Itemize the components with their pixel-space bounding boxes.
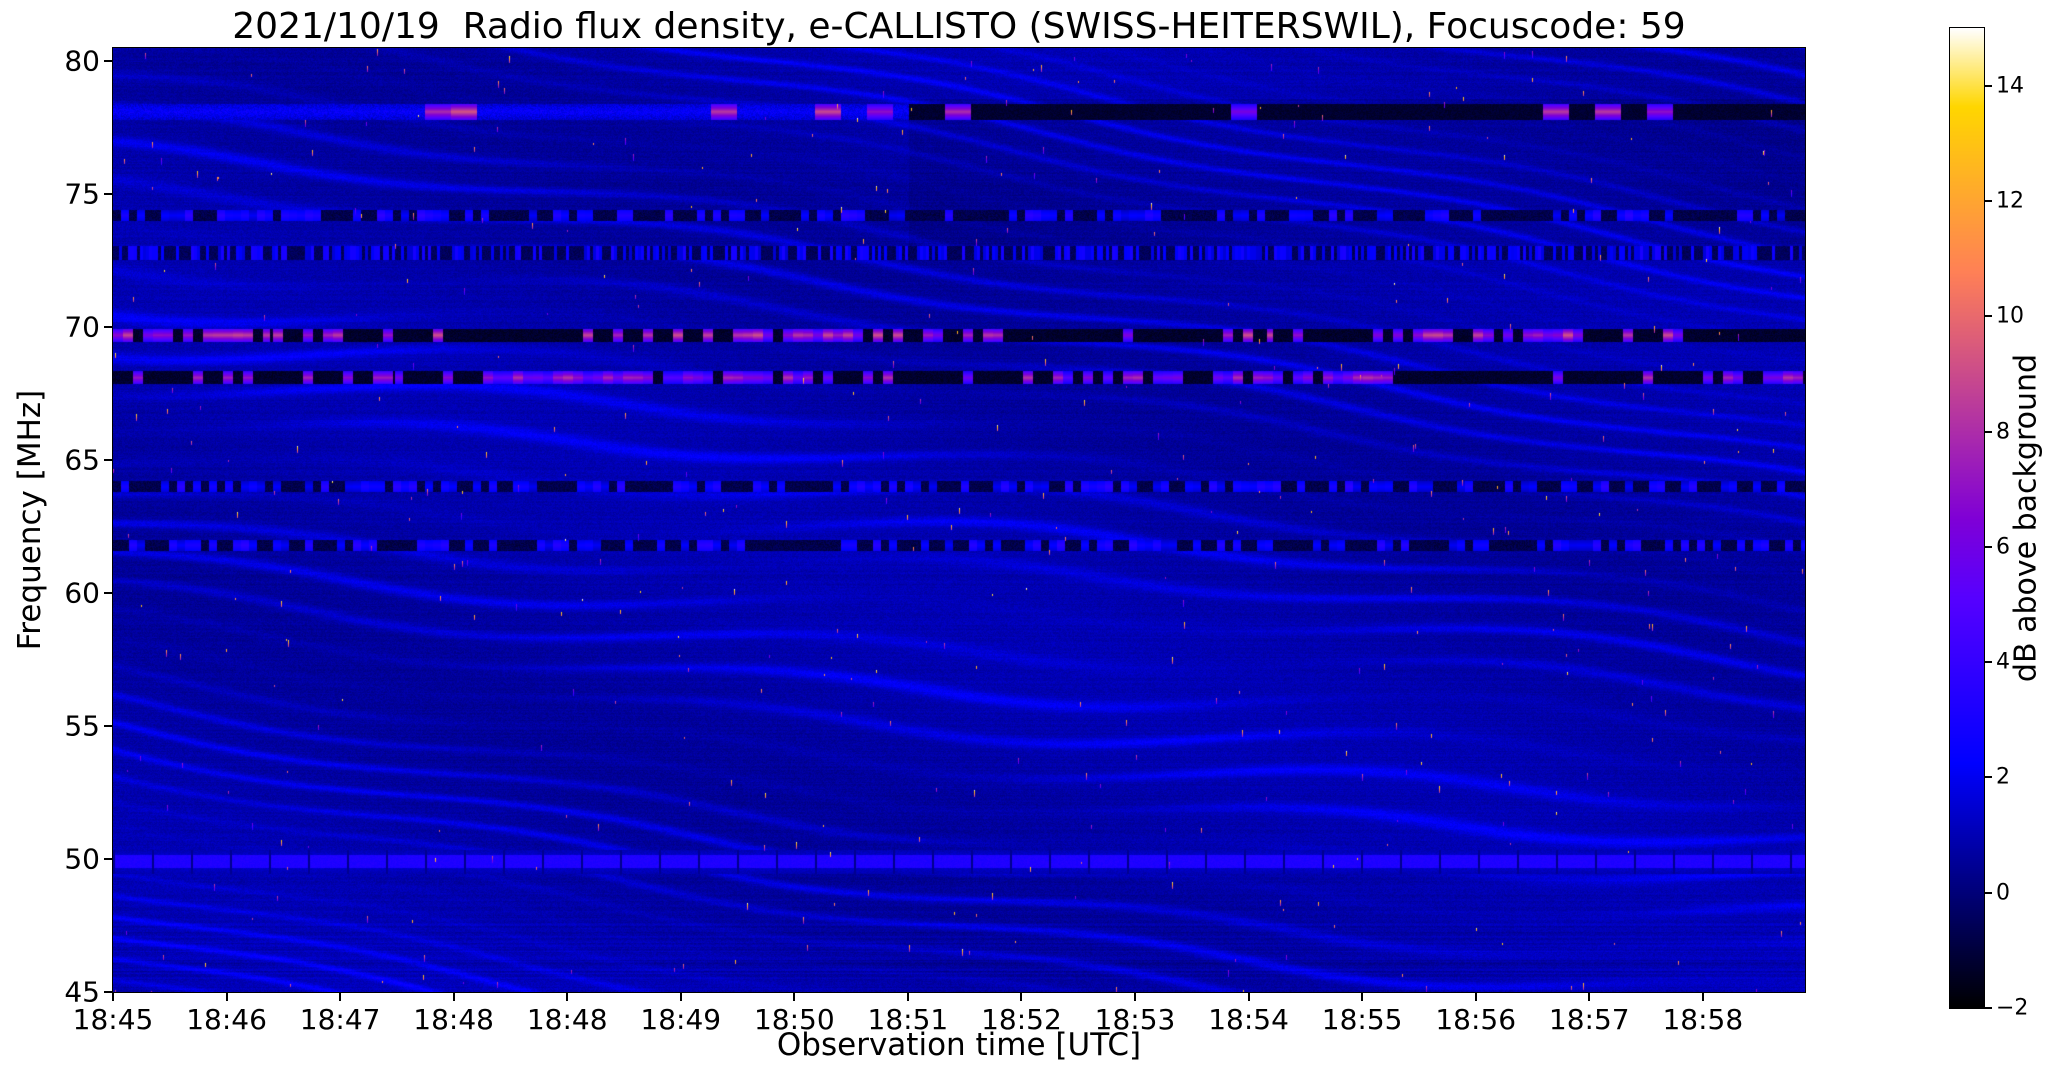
colorbar-tick-label: 2 (1996, 764, 2010, 790)
x-tick-mark (1361, 992, 1364, 1001)
x-tick-label: 18:48 (526, 1003, 608, 1036)
x-tick-label: 18:55 (1321, 1003, 1403, 1036)
colorbar-tick-label: 8 (1996, 419, 2010, 445)
colorbar-tick-mark (1984, 199, 1992, 202)
y-tick-label: 60 (64, 576, 100, 610)
y-tick-label: 80 (64, 44, 100, 78)
colorbar-tick-label: 4 (1996, 649, 2010, 675)
y-tick-mark (104, 858, 113, 861)
x-tick-mark (112, 992, 114, 1001)
x-tick-label: 18:49 (640, 1003, 722, 1036)
colorbar-tick-mark (1984, 776, 1992, 779)
colorbar (1950, 28, 1984, 1008)
y-tick-label: 45 (64, 975, 100, 1009)
colorbar-tick-label: −2 (1996, 995, 2029, 1021)
x-tick-label: 18:48 (413, 1003, 495, 1036)
x-tick-mark (906, 992, 909, 1001)
y-axis-label: Frequency [MHz] (12, 389, 48, 651)
spectrogram-canvas (113, 48, 1805, 992)
x-tick-label: 18:56 (1435, 1003, 1517, 1036)
x-tick-label: 18:52 (981, 1003, 1062, 1036)
x-tick-mark (1247, 992, 1250, 1001)
y-tick-label: 75 (64, 177, 100, 211)
colorbar-tick-label: 10 (1996, 303, 2024, 329)
y-tick-label: 55 (64, 709, 100, 743)
x-tick-mark (1134, 992, 1136, 1001)
x-tick-mark (1588, 992, 1591, 1001)
x-axis-label: Observation time [UTC] (776, 1027, 1142, 1063)
x-tick-label: 18:50 (753, 1003, 835, 1036)
x-tick-mark (339, 992, 342, 1001)
x-tick-mark (1701, 992, 1704, 1001)
y-tick-mark (104, 459, 113, 462)
colorbar-tick-mark (1984, 891, 1992, 894)
x-tick-label: 18:57 (1548, 1003, 1630, 1036)
colorbar-tick-label: 14 (1996, 73, 2024, 99)
y-tick-mark (104, 725, 113, 728)
colorbar-tick-mark (1984, 315, 1992, 318)
colorbar-tick-label: 0 (1996, 880, 2010, 906)
y-tick-mark (104, 326, 113, 329)
y-tick-mark (104, 991, 113, 993)
x-tick-label: 18:53 (1094, 1003, 1176, 1036)
y-tick-label: 50 (64, 842, 100, 876)
y-tick-mark (104, 592, 113, 595)
colorbar-tick-mark (1984, 1007, 1992, 1009)
x-tick-label: 18:47 (299, 1003, 381, 1036)
x-tick-mark (225, 992, 228, 1001)
x-tick-label: 18:46 (186, 1003, 267, 1036)
colorbar-tick-mark (1984, 430, 1992, 433)
x-tick-mark (1474, 992, 1477, 1001)
colorbar-tick-label: 6 (1996, 534, 2010, 560)
x-tick-mark (793, 992, 796, 1001)
x-tick-label: 18:58 (1662, 1003, 1744, 1036)
colorbar-tick-mark (1984, 84, 1992, 87)
y-tick-mark (104, 60, 113, 63)
chart-title: 2021/10/19 Radio flux density, e-CALLIST… (232, 6, 1686, 47)
colorbar-label: dB above background (2008, 353, 2044, 683)
colorbar-tick-mark (1984, 545, 1992, 548)
x-tick-label: 18:45 (72, 1003, 154, 1036)
x-tick-mark (566, 992, 569, 1001)
x-tick-label: 18:54 (1208, 1003, 1289, 1036)
y-tick-label: 65 (64, 443, 100, 477)
x-tick-mark (1020, 992, 1023, 1001)
colorbar-tick-label: 12 (1996, 188, 2024, 214)
x-tick-mark (679, 992, 682, 1001)
y-tick-mark (104, 193, 113, 196)
x-tick-mark (452, 992, 455, 1001)
colorbar-tick-mark (1984, 661, 1992, 664)
x-tick-label: 18:51 (867, 1003, 949, 1036)
y-tick-label: 70 (64, 310, 100, 344)
